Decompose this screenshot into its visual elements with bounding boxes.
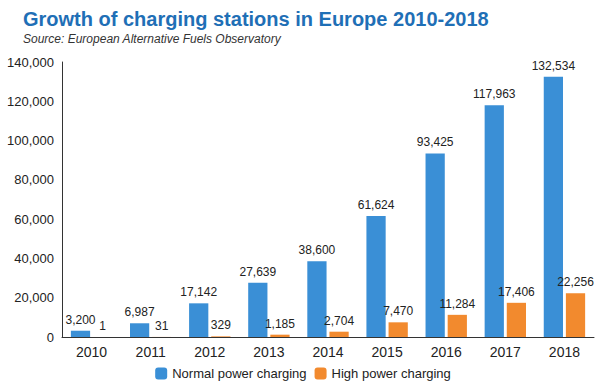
svg-text:Normal power charging: Normal power charging [172,366,306,381]
svg-text:140,000: 140,000 [7,55,54,70]
svg-text:17,406: 17,406 [498,285,535,299]
svg-text:93,425: 93,425 [417,135,454,149]
svg-text:2013: 2013 [253,344,284,360]
svg-text:2016: 2016 [431,344,462,360]
svg-text:High power charging: High power charging [332,366,451,381]
svg-text:2,704: 2,704 [324,314,354,328]
svg-text:132,534: 132,534 [532,59,576,73]
svg-text:0: 0 [47,330,54,345]
svg-text:27,639: 27,639 [239,265,276,279]
svg-text:2015: 2015 [372,344,403,360]
svg-text:2012: 2012 [194,344,225,360]
svg-text:17,142: 17,142 [180,285,217,299]
svg-text:2010: 2010 [76,344,107,360]
svg-text:2017: 2017 [490,344,521,360]
svg-text:6,987: 6,987 [125,305,155,319]
svg-text:61,624: 61,624 [358,198,395,212]
svg-text:20,000: 20,000 [14,290,54,305]
svg-text:1: 1 [99,319,106,333]
svg-text:3,200: 3,200 [65,313,95,327]
svg-text:31: 31 [155,319,169,333]
svg-text:2014: 2014 [312,344,343,360]
svg-text:38,600: 38,600 [299,243,336,257]
svg-text:120,000: 120,000 [7,94,54,109]
svg-text:2011: 2011 [136,344,166,360]
svg-text:80,000: 80,000 [14,172,54,187]
svg-text:117,963: 117,963 [473,87,516,101]
svg-text:100,000: 100,000 [7,133,54,148]
svg-text:7,470: 7,470 [383,304,413,318]
svg-text:60,000: 60,000 [14,212,54,227]
svg-text:40,000: 40,000 [14,251,54,266]
svg-text:329: 329 [211,318,231,332]
svg-text:11,284: 11,284 [439,297,475,311]
svg-text:2018: 2018 [549,344,580,360]
svg-text:Source: European Alternative F: Source: European Alternative Fuels Obser… [23,32,282,46]
svg-text:Growth of charging stations in: Growth of charging stations in Europe 20… [23,8,489,30]
svg-text:1,185: 1,185 [265,317,295,331]
svg-text:22,256: 22,256 [557,275,594,289]
